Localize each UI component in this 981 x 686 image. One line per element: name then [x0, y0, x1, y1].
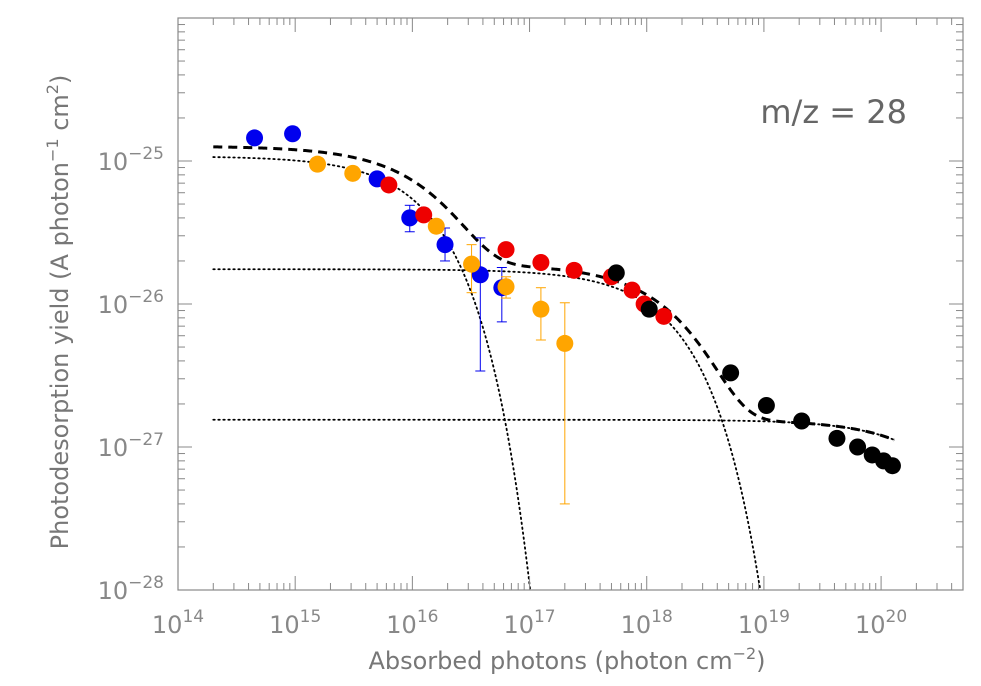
data-point [415, 206, 433, 224]
data-point [828, 429, 846, 447]
data-point [623, 281, 641, 299]
data-point [463, 255, 481, 273]
y-tick-label: 10−27 [98, 430, 164, 462]
data-point [427, 217, 445, 235]
data-point [532, 300, 550, 318]
data-point [380, 176, 398, 194]
y-axis-title: Photodesorption yield (A photon−1 cm2) [43, 75, 74, 550]
x-tick-label: 1017 [503, 607, 555, 639]
data-point [565, 261, 583, 279]
data-point [436, 236, 454, 254]
data-point [532, 254, 550, 272]
data-point [497, 241, 515, 259]
x-tick-label: 1019 [738, 607, 790, 639]
x-axis-title: Absorbed photons (photon cm−2) [368, 644, 765, 675]
data-point [284, 125, 302, 143]
fit-component-curve [212, 268, 762, 591]
x-tick-label: 1015 [269, 607, 321, 639]
data-point [344, 164, 362, 182]
data-point [308, 155, 326, 173]
fit-curves [212, 145, 896, 591]
data-point [722, 364, 740, 382]
data-point [655, 307, 673, 325]
x-tick-labels: 1014 1015 1016 1017 1018 1019 1020 [152, 607, 907, 639]
data-points [246, 125, 901, 475]
data-point [849, 438, 867, 456]
data-point [793, 412, 811, 430]
total-fit-curve [213, 145, 896, 442]
y-tick-label: 10−25 [98, 144, 164, 176]
x-tick-label: 1016 [386, 607, 438, 639]
y-tick-labels: 10−28 10−27 10−26 10−25 [98, 144, 164, 605]
y-tick-label: 10−26 [98, 287, 164, 319]
data-point [883, 457, 901, 475]
fit-component-curve [212, 418, 896, 441]
data-point [401, 209, 419, 227]
y-tick-label: 10−28 [98, 573, 164, 605]
data-point [246, 129, 264, 147]
x-tick-label: 1018 [621, 607, 673, 639]
fit-component-curve [212, 156, 533, 591]
mz-annotation: m/z = 28 [760, 93, 907, 131]
x-tick-label: 1020 [855, 607, 907, 639]
data-point [757, 397, 775, 415]
data-point [607, 264, 625, 282]
axis-ticks [177, 17, 964, 591]
data-point [556, 334, 574, 352]
data-point [640, 300, 658, 318]
x-tick-label: 1014 [152, 607, 204, 639]
data-point [497, 278, 515, 296]
